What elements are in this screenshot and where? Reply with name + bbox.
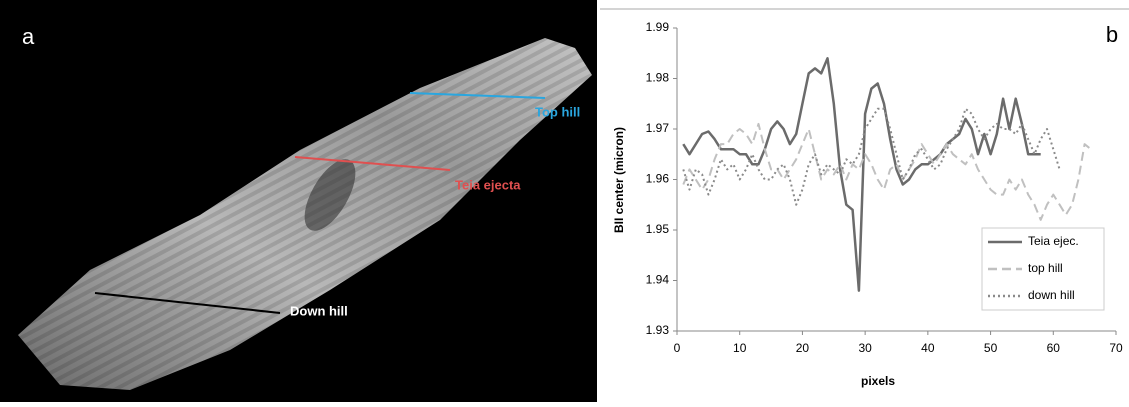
x-tick-label: 50 — [984, 341, 998, 355]
x-axis-label: pixels — [861, 374, 895, 388]
panel-label: a — [22, 24, 35, 49]
legend-label: down hill — [1028, 288, 1075, 302]
profile-line — [409, 92, 546, 99]
profile-line — [294, 156, 451, 171]
series-line — [682, 57, 1041, 292]
panel-label: b — [1106, 22, 1118, 47]
y-tick-label: 1.97 — [646, 121, 670, 135]
annotation: Teia ejecta — [455, 177, 521, 192]
x-tick-label: 70 — [1109, 341, 1123, 355]
x-tick-label: 30 — [858, 341, 872, 355]
series-line — [682, 107, 1061, 206]
x-tick-label: 0 — [674, 341, 681, 355]
y-tick-label: 1.94 — [646, 273, 670, 287]
annotation: Down hill — [290, 303, 348, 318]
y-tick-label: 1.95 — [646, 222, 670, 236]
annotation: Top hill — [535, 104, 580, 119]
legend-label: Teia ejec. — [1028, 234, 1079, 248]
y-tick-label: 1.93 — [646, 323, 670, 337]
y-tick-label: 1.99 — [646, 20, 670, 34]
profile-line — [94, 292, 281, 314]
series-line — [682, 122, 1092, 221]
x-tick-label: 10 — [733, 341, 747, 355]
y-axis-label: BII center (micron) — [612, 127, 626, 233]
x-tick-label: 20 — [796, 341, 810, 355]
x-tick-label: 60 — [1047, 341, 1061, 355]
y-tick-label: 1.96 — [646, 172, 670, 186]
y-tick-label: 1.98 — [646, 71, 670, 85]
crater-shadow — [304, 159, 356, 231]
legend-label: top hill — [1028, 261, 1063, 275]
x-tick-label: 40 — [921, 341, 935, 355]
